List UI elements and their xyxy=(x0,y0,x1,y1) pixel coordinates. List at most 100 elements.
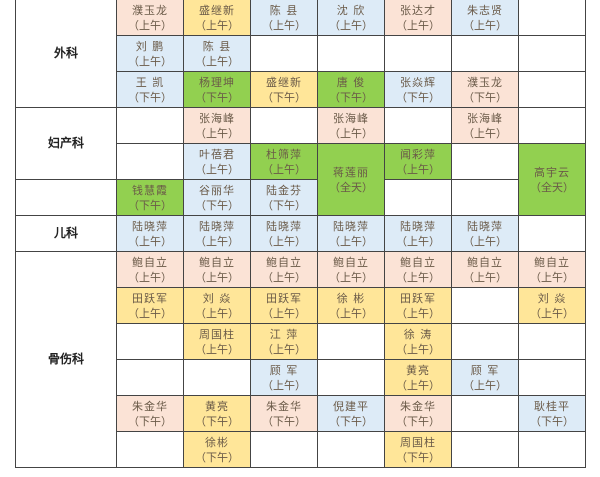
duty-cell: 朱志贤 （上午） xyxy=(451,0,519,36)
doctor-name: 杜筛萍 xyxy=(266,147,302,161)
doctor-name: 陆金芬 xyxy=(266,183,302,197)
schedule-row: 王 凯（下午） 杨理坤 （下午） 盛继新 （下午）唐 俊（下午） 张焱辉 （下午） 濮玉龙 （下… xyxy=(16,71,586,108)
doctor-name: 倪建平 xyxy=(333,399,369,413)
shift-time: （上午） xyxy=(463,270,507,284)
doctor-name: 盛继新 xyxy=(266,75,302,89)
doctor-name: 张海峰 xyxy=(333,111,369,125)
empty-cell xyxy=(317,323,385,360)
empty-cell xyxy=(451,323,519,360)
doctor-name: 陈 县 xyxy=(202,39,232,53)
duty-cell: 鲍自立 （上午） xyxy=(384,251,452,288)
duty-cell: 陆晓萍 （上午） xyxy=(116,215,184,252)
duty-cell: 张海峰 （上午） xyxy=(451,107,519,144)
shift-time: （全天） xyxy=(329,180,373,194)
shift-time: （上午） xyxy=(396,18,440,32)
doctor-name: 朱金华 xyxy=(400,399,436,413)
doctor-name: 陆晓萍 xyxy=(333,219,369,233)
shift-time: （上午） xyxy=(329,18,373,32)
duty-cell: 顾 军（上午） xyxy=(451,359,519,396)
shift-time: （上午） xyxy=(329,306,373,320)
duty-cell: 鲍自立 （上午） xyxy=(518,251,586,288)
duty-cell: 鲍自立 （上午） xyxy=(116,251,184,288)
duty-cell: 杨理坤 （下午） xyxy=(183,71,251,108)
duty-cell: 张达才 （上午） xyxy=(384,0,452,36)
department-label: 儿科 xyxy=(15,215,117,252)
doctor-name: 陆晓萍 xyxy=(132,219,168,233)
duty-cell: 谷丽华 （下午） xyxy=(183,179,251,216)
duty-cell: 盛继新 （下午） xyxy=(250,71,318,108)
doctor-name: 鲍自立 xyxy=(132,255,168,269)
doctor-name: 张达才 xyxy=(400,3,436,17)
schedule-row: 骨伤科 鲍自立 （上午） 鲍自立 （上午） 鲍自立 （上午） 鲍自立 （上午） 鲍自立 （上午） 鲍自… xyxy=(15,251,586,468)
duty-cell: 田跃军 （上午） xyxy=(116,287,184,324)
duty-cell: 张海峰 （上午） xyxy=(317,107,385,144)
shift-time: （全天） xyxy=(530,180,574,194)
empty-cell xyxy=(116,431,184,468)
duty-cell: 陈 县（上午） xyxy=(183,35,251,72)
shift-time: （下午） xyxy=(195,198,239,212)
doctor-name: 黄亮 xyxy=(205,399,229,413)
empty-cell xyxy=(518,431,586,468)
empty-cell xyxy=(384,179,452,216)
duty-cell: 陆晓萍 （上午） xyxy=(317,215,385,252)
duty-cell: 陆晓萍 （上午） xyxy=(183,215,251,252)
duty-cell: 鲍自立 （上午） xyxy=(451,251,519,288)
doctor-name: 徐彬 xyxy=(205,435,229,449)
duty-cell: 陆晓萍 （上午） xyxy=(250,215,318,252)
shift-time: （下午） xyxy=(396,450,440,464)
duty-cell: 徐 涛（上午） xyxy=(384,323,452,360)
duty-cell: 倪建平 （下午） xyxy=(317,395,385,432)
shift-time: （上午） xyxy=(262,342,306,356)
shift-time: （上午） xyxy=(128,54,172,68)
doctor-name: 陈 县 xyxy=(269,3,299,17)
schedule-row: 徐彬 （下午） 周国柱 （下午） xyxy=(16,431,586,468)
doctor-name: 唐 俊 xyxy=(336,75,366,89)
duty-schedule-table: 外科 濮玉龙 （上午） 盛继新 （上午）陈 县（上午）沈 欣（上午） 张达才 （上午） 朱志贤… xyxy=(15,0,586,468)
doctor-name: 蒋莲丽 xyxy=(333,165,369,179)
empty-cell xyxy=(451,143,519,180)
empty-cell xyxy=(518,107,586,144)
duty-cell: 沈 欣（上午） xyxy=(317,0,385,36)
duty-cell: 张焱辉 （下午） xyxy=(384,71,452,108)
duty-cell: 耿桂平 （下午） xyxy=(518,395,586,432)
duty-cell: 蒋莲丽 （全天） xyxy=(317,143,385,216)
department-label: 外科 xyxy=(15,0,117,108)
doctor-name: 鲍自立 xyxy=(400,255,436,269)
doctor-name: 陆晓萍 xyxy=(199,219,235,233)
shift-time: （上午） xyxy=(396,270,440,284)
shift-time: （上午） xyxy=(128,234,172,248)
duty-cell: 鲍自立 （上午） xyxy=(183,251,251,288)
doctor-name: 沈 欣 xyxy=(336,3,366,17)
duty-cell: 王 凯（下午） xyxy=(116,71,184,108)
shift-time: （上午） xyxy=(262,234,306,248)
doctor-name: 刘 鹏 xyxy=(135,39,165,53)
doctor-name: 张焱辉 xyxy=(400,75,436,89)
duty-cell: 朱金华 （下午） xyxy=(384,395,452,432)
shift-time: （下午） xyxy=(329,414,373,428)
shift-time: （下午） xyxy=(463,90,507,104)
empty-cell xyxy=(451,431,519,468)
duty-cell: 朱金华 （下午） xyxy=(116,395,184,432)
schedule-row: 叶蓓君 （上午） 杜筛萍 （上午） 蒋莲丽 （全天） 闻彩萍 （上午） 高宇云 （全天） xyxy=(16,143,586,216)
doctor-name: 鲍自立 xyxy=(467,255,503,269)
duty-cell: 刘 焱（上午） xyxy=(518,287,586,324)
shift-time: （上午） xyxy=(463,126,507,140)
duty-cell: 徐 彬（上午） xyxy=(317,287,385,324)
shift-time: （上午） xyxy=(195,162,239,176)
shift-time: （上午） xyxy=(195,54,239,68)
schedule-row: 朱金华 （下午） 黄亮 （下午） 朱金华 （下午） 倪建平 （下午） 朱金华 （下午） 耿桂平 （下午… xyxy=(16,395,586,432)
duty-cell: 刘 焱（上午） xyxy=(183,287,251,324)
shift-time: （上午） xyxy=(396,162,440,176)
doctor-name: 陆晓萍 xyxy=(266,219,302,233)
shift-time: （上午） xyxy=(195,306,239,320)
shift-time: （下午） xyxy=(262,414,306,428)
shift-time: （下午） xyxy=(262,90,306,104)
empty-cell xyxy=(116,143,184,180)
duty-cell: 田跃军 （上午） xyxy=(250,287,318,324)
empty-cell xyxy=(250,107,318,144)
duty-cell: 唐 俊（下午） xyxy=(317,71,385,108)
empty-cell xyxy=(518,35,586,72)
shift-time: （下午） xyxy=(262,198,306,212)
doctor-name: 朱金华 xyxy=(132,399,168,413)
empty-cell xyxy=(317,359,385,396)
